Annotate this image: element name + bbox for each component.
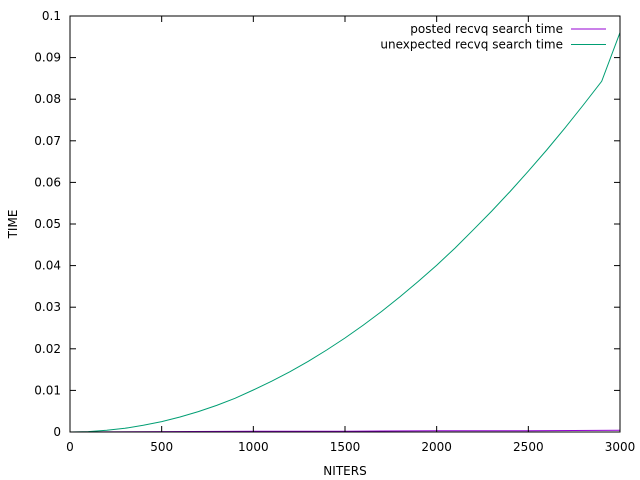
x-tick-label: 0 <box>66 440 74 454</box>
x-tick-label: 2000 <box>421 440 452 454</box>
x-axis-title: NITERS <box>323 464 366 478</box>
y-tick-label: 0.07 <box>34 134 61 148</box>
y-axis-title: TIME <box>6 210 20 240</box>
legend: posted recvq search time unexpected recvq… <box>380 22 606 52</box>
x-tick-label: 1000 <box>238 440 269 454</box>
y-tick-label: 0.04 <box>34 259 61 273</box>
x-tick-label: 2500 <box>513 440 544 454</box>
y-tick-label: 0.01 <box>34 383 61 397</box>
y-tick-label: 0 <box>53 425 61 439</box>
y-tick-label: 0.1 <box>42 9 61 23</box>
x-tick-label: 3000 <box>605 440 636 454</box>
y-tick-label: 0.06 <box>34 175 61 189</box>
x-tick-label: 1500 <box>330 440 361 454</box>
legend-label: posted recvq search time <box>410 22 563 36</box>
ticks-layer: 0 500 1000 1500 2000 2500 3000 0 0.01 0.02 0.03 0.0… <box>34 9 635 454</box>
y-tick-label: 0.08 <box>34 92 61 106</box>
y-tick-label: 0.02 <box>34 342 61 356</box>
y-tick-label: 0.09 <box>34 51 61 65</box>
y-tick-label: 0.03 <box>34 300 61 314</box>
x-tick-label: 500 <box>150 440 173 454</box>
y-tick-label: 0.05 <box>34 217 61 231</box>
series-line-2 <box>69 32 621 433</box>
legend-label: unexpected recvq search time <box>380 38 563 52</box>
